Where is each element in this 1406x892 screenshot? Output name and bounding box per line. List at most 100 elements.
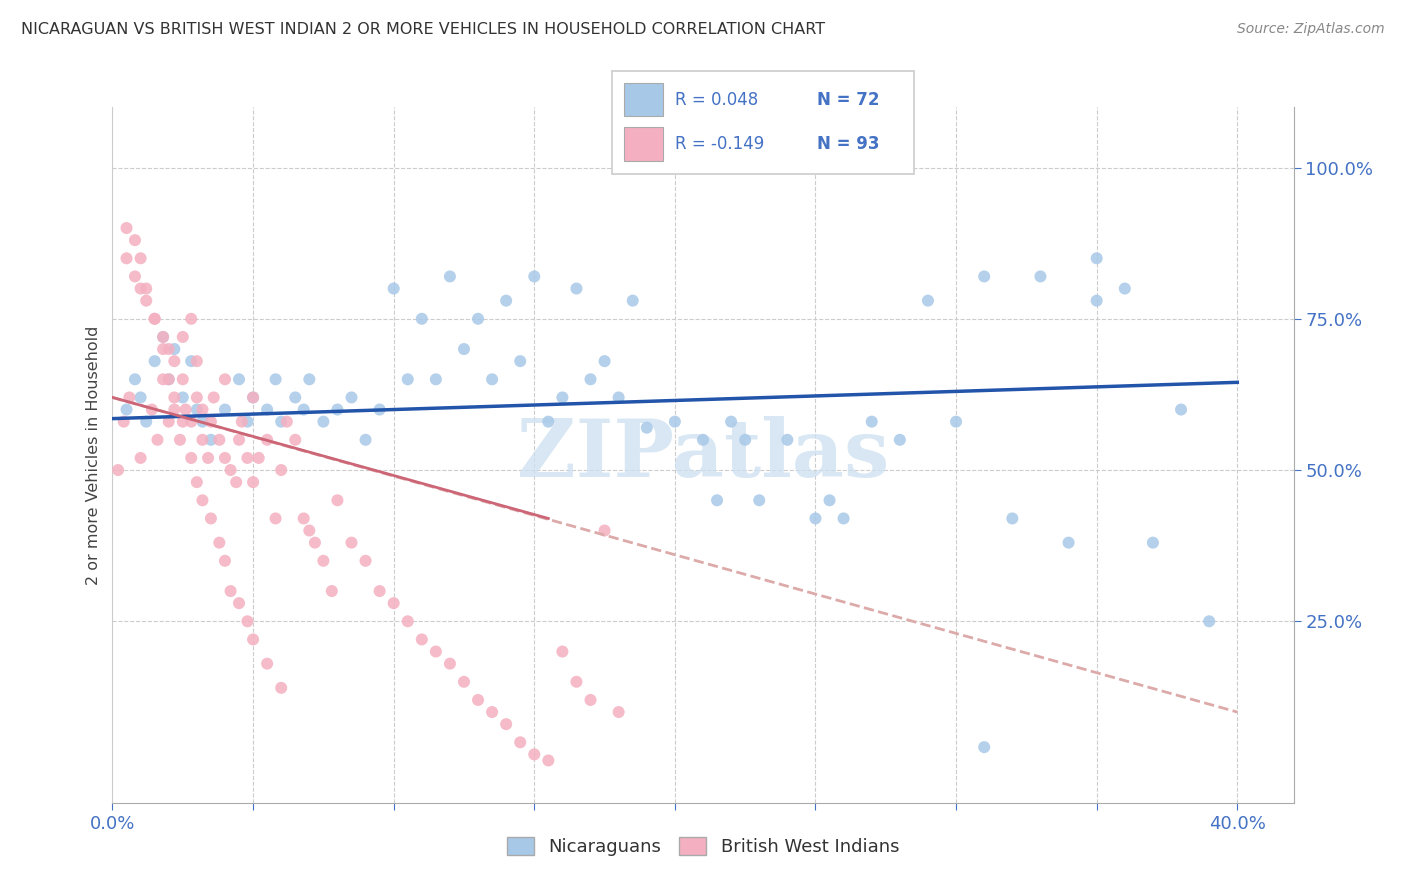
Point [191,415,214,429]
Text: R = 0.048: R = 0.048 [675,91,758,109]
Point [129,252,152,266]
Point [579,372,602,386]
Point [321,584,343,599]
Point [225,475,247,490]
Point [172,391,194,405]
Point [973,740,995,755]
Point [214,554,236,568]
Point [551,644,574,658]
Point [214,402,236,417]
Point [917,293,939,308]
Point [143,311,166,326]
Point [242,391,264,405]
Point [312,415,335,429]
Point [135,293,157,308]
Point [231,415,253,429]
Point [200,511,222,525]
Point [298,524,321,538]
Point [621,293,644,308]
Point [832,511,855,525]
Point [467,311,489,326]
Point [382,596,405,610]
Point [228,596,250,610]
Point [593,354,616,368]
Point [214,450,236,465]
Point [368,584,391,599]
Point [208,433,231,447]
Point [186,354,208,368]
Point [270,463,292,477]
FancyBboxPatch shape [612,71,914,174]
Point [453,342,475,356]
Point [276,415,298,429]
Point [706,493,728,508]
Point [208,535,231,549]
Text: ZIPatlas: ZIPatlas [517,416,889,494]
Point [523,747,546,762]
Point [537,415,560,429]
Point [172,330,194,344]
Point [607,705,630,719]
Text: N = 72: N = 72 [817,91,880,109]
Point [141,402,163,417]
Point [1114,281,1136,295]
FancyBboxPatch shape [624,127,664,161]
Point [236,450,259,465]
Point [298,372,321,386]
Point [1029,269,1052,284]
Point [411,311,433,326]
Point [1085,252,1108,266]
Point [467,693,489,707]
Point [495,717,517,731]
Point [1001,511,1024,525]
Point [157,415,180,429]
Point [152,342,174,356]
Point [889,433,911,447]
Point [256,402,278,417]
Point [509,354,531,368]
Y-axis label: 2 or more Vehicles in Household: 2 or more Vehicles in Household [86,326,101,584]
Point [453,674,475,689]
Point [143,311,166,326]
Text: R = -0.149: R = -0.149 [675,135,765,153]
Point [152,330,174,344]
Point [219,463,242,477]
Point [565,281,588,295]
Point [219,584,242,599]
Point [523,269,546,284]
Point [396,372,419,386]
Point [607,391,630,405]
Point [340,535,363,549]
Point [860,415,883,429]
Point [292,511,315,525]
Point [236,415,259,429]
Point [157,342,180,356]
Point [551,391,574,405]
Point [579,693,602,707]
Point [163,354,186,368]
Point [1057,535,1080,549]
Point [186,475,208,490]
Point [593,524,616,538]
Point [124,372,146,386]
Text: N = 93: N = 93 [817,135,880,153]
Point [664,415,686,429]
Point [270,681,292,695]
Point [720,415,742,429]
Point [354,554,377,568]
Point [340,391,363,405]
Point [692,433,714,447]
Point [439,657,461,671]
Point [270,415,292,429]
Point [242,632,264,647]
Point [1198,615,1220,629]
Point [396,615,419,629]
Point [129,281,152,295]
Point [163,402,186,417]
Point [236,615,259,629]
Point [495,293,517,308]
Point [143,354,166,368]
Point [1085,293,1108,308]
Point [636,420,658,434]
Point [264,372,287,386]
